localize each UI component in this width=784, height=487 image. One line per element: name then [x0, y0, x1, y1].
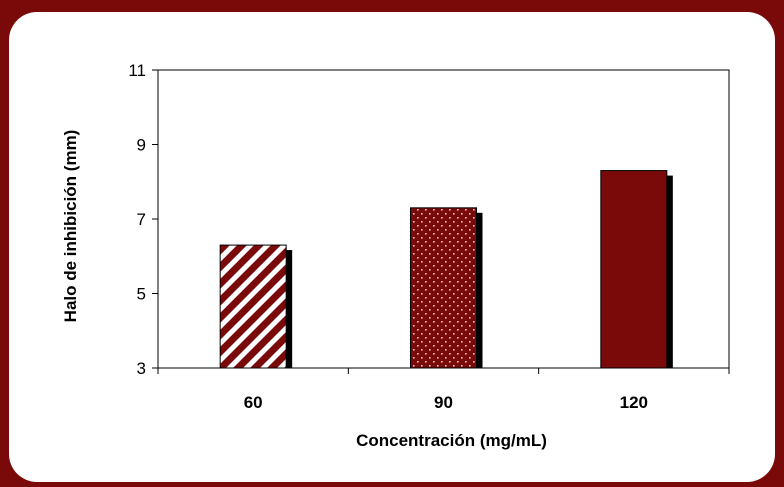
x-tick-label: 120 — [620, 393, 648, 412]
y-axis: 3 5 7 9 11 — [128, 61, 158, 378]
bar-90 — [410, 207, 477, 369]
x-axis: 60 90 120 — [157, 368, 730, 412]
y-tick-label: 7 — [137, 210, 146, 229]
y-tick-label: 5 — [137, 285, 146, 304]
y-tick-label: 9 — [137, 136, 146, 155]
y-tick-label: 11 — [128, 61, 146, 80]
bar-60 — [219, 244, 287, 369]
x-axis-title: Concentración (mg/mL) — [356, 431, 547, 450]
y-axis-title: Halo de inhibición (mm) — [61, 130, 80, 323]
bar-series — [219, 170, 673, 369]
bar-120 — [600, 170, 668, 369]
y-tick-label: 3 — [137, 359, 146, 378]
x-tick-label: 90 — [434, 393, 453, 412]
x-tick-label: 60 — [244, 393, 263, 412]
